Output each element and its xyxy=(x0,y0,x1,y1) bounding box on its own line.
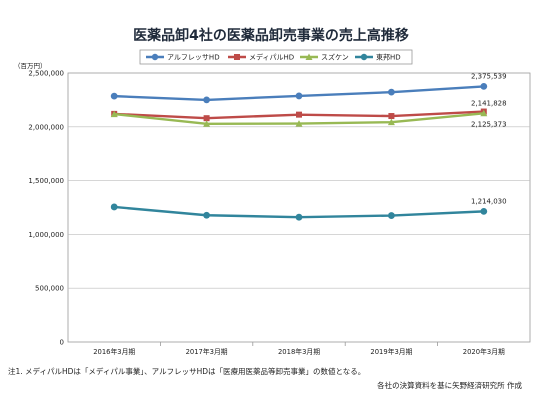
y-axis-label: （百万円） xyxy=(14,62,47,70)
legend-label: 東邦HD xyxy=(376,53,401,62)
data-point xyxy=(296,111,302,118)
data-point xyxy=(388,88,395,96)
footnote: 注1. メディパルHDは「メディパル事業」、アルフレッサHDは「医療用医薬品等卸… xyxy=(8,367,366,376)
legend-label: アルフレッサHD xyxy=(167,54,220,62)
x-tick-label: 2017年3月期 xyxy=(186,347,228,356)
data-point xyxy=(388,113,395,120)
plot-area xyxy=(67,72,531,343)
y-tick-label: 0 xyxy=(60,339,64,347)
data-point xyxy=(388,212,395,219)
chart-title: 医薬品卸4社の医薬品卸売事業の売上高推移 xyxy=(133,28,409,44)
legend-marker xyxy=(360,53,368,61)
data-point xyxy=(110,92,118,100)
y-tick-label: 2,000,000 xyxy=(28,123,64,131)
legend-label: スズケン xyxy=(321,53,349,62)
data-point xyxy=(203,115,210,122)
data-label: 1,214,030 xyxy=(471,197,507,205)
y-tick-label: 1,500,000 xyxy=(28,177,64,185)
data-point xyxy=(295,213,303,221)
legend-marker xyxy=(234,54,240,60)
data-point xyxy=(203,120,211,127)
data-point xyxy=(480,207,488,215)
source-note: 各社の決算資料を基に矢野経済研究所 作成 xyxy=(377,381,522,390)
data-point xyxy=(295,92,303,100)
x-tick-label: 2020年3月期 xyxy=(463,347,505,356)
data-label: 2,375,539 xyxy=(471,72,507,80)
data-point xyxy=(203,96,211,104)
x-tick-label: 2018年3月期 xyxy=(278,347,320,356)
y-tick-label: 2,500,000 xyxy=(28,70,64,78)
data-point xyxy=(110,110,118,118)
legend xyxy=(139,49,413,65)
data-point xyxy=(110,203,118,211)
data-label: 2,125,373 xyxy=(471,120,507,128)
data-point xyxy=(480,109,488,117)
legend-marker xyxy=(305,53,313,60)
legend-label: メディパルHD xyxy=(249,53,294,62)
x-tick-label: 2019年3月期 xyxy=(370,347,412,356)
y-tick-label: 500,000 xyxy=(35,285,64,293)
data-label: 2,141,828 xyxy=(471,100,507,108)
y-tick-label: 1,000,000 xyxy=(28,231,64,239)
data-point xyxy=(295,120,303,127)
legend-marker xyxy=(151,53,159,61)
data-point xyxy=(203,211,211,219)
data-point xyxy=(387,118,395,126)
x-tick-label: 2016年3月期 xyxy=(93,347,135,356)
data-point xyxy=(480,82,488,90)
